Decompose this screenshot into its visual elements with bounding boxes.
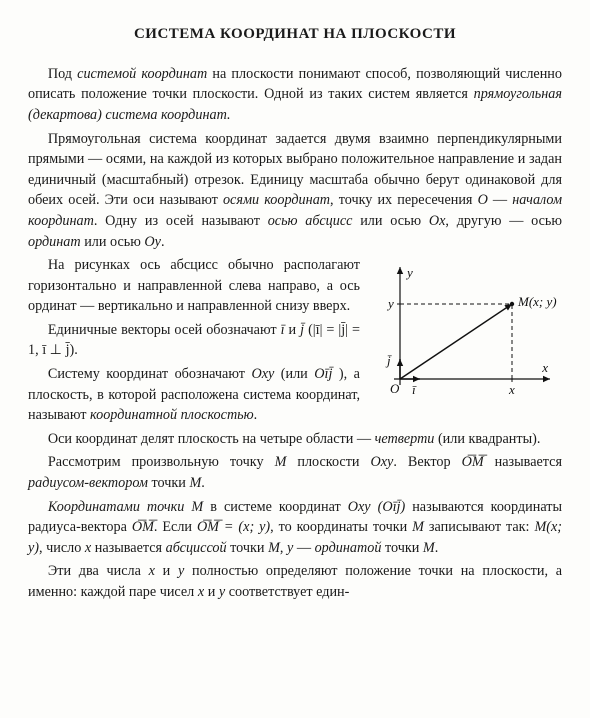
paragraph-1: Под системой координат на плоскости пони… bbox=[28, 64, 562, 126]
svg-text:x: x bbox=[541, 360, 548, 375]
text: плоскости bbox=[286, 454, 370, 470]
math: Oīj̄ bbox=[314, 366, 332, 382]
text: Систему координат обозначают bbox=[48, 366, 252, 382]
term: абсциссой bbox=[166, 540, 227, 556]
text: Оси координат делят плоскость на четыре … bbox=[48, 431, 375, 447]
text: . Вектор bbox=[393, 454, 461, 470]
text: в системе координат bbox=[203, 499, 348, 515]
term: системой координат bbox=[77, 66, 207, 82]
term: ординатой bbox=[315, 540, 382, 556]
text: Под bbox=[48, 66, 77, 82]
math: Oxy (Oīj̄) bbox=[348, 499, 405, 515]
term: осями координат bbox=[223, 192, 330, 208]
math: M bbox=[423, 540, 435, 556]
math: M bbox=[268, 540, 280, 556]
text: . bbox=[161, 234, 165, 250]
paragraph-9: Эти два числа x и y полностью определяют… bbox=[28, 561, 562, 602]
coordinate-figure: y x O M(x; y) x y ī j̄ bbox=[372, 259, 562, 414]
term: ординат bbox=[28, 234, 81, 250]
text: (или bbox=[274, 366, 314, 382]
text: или осью bbox=[352, 213, 428, 229]
svg-text:O: O bbox=[390, 381, 400, 396]
term: четверти bbox=[375, 431, 435, 447]
svg-text:y: y bbox=[386, 296, 394, 311]
text: и bbox=[204, 584, 219, 600]
svg-text:y: y bbox=[405, 265, 413, 280]
paragraph-2: Прямоугольная система координат задается… bbox=[28, 129, 562, 253]
text: , точку их пересечения bbox=[330, 192, 478, 208]
text: . bbox=[254, 407, 258, 423]
svg-text:ī: ī bbox=[412, 382, 417, 397]
text: Эти два числа bbox=[48, 563, 149, 579]
text: или осью bbox=[81, 234, 145, 250]
page-title: СИСТЕМА КООРДИНАТ НА ПЛОСКОСТИ bbox=[28, 24, 562, 46]
math: O͞M͞ bbox=[462, 454, 484, 470]
svg-text:j̄: j̄ bbox=[385, 353, 393, 368]
text: записывают так: bbox=[424, 519, 534, 535]
text: называется bbox=[91, 540, 165, 556]
svg-text:M(x; y): M(x; y) bbox=[517, 294, 557, 309]
math: O͞M͞ = (x; y) bbox=[197, 519, 270, 535]
paragraph-6: Оси координат делят плоскость на четыре … bbox=[28, 429, 562, 450]
term: Координатами точки M bbox=[48, 499, 203, 515]
figure-text-wrap: yxOM(x; y)xyīj̄ На рисунках ось абсцисс… bbox=[28, 255, 562, 429]
text: Рассмотрим произвольную точку bbox=[48, 454, 275, 470]
text: , то координаты точки bbox=[270, 519, 412, 535]
text: называется bbox=[484, 454, 562, 470]
math: Oxy bbox=[371, 454, 394, 470]
text: и bbox=[285, 322, 301, 338]
term: координатной плоскостью bbox=[90, 407, 254, 423]
text: точки bbox=[381, 540, 422, 556]
svg-text:x: x bbox=[508, 382, 515, 397]
text: . Если bbox=[154, 519, 197, 535]
text: , другую — осью bbox=[445, 213, 562, 229]
text: и bbox=[155, 563, 178, 579]
math: Ox bbox=[429, 213, 446, 229]
text: точки bbox=[227, 540, 268, 556]
math: M bbox=[189, 475, 201, 491]
term: осью абсцисс bbox=[268, 213, 353, 229]
paragraph-7: Рассмотрим произвольную точку M плоскост… bbox=[28, 452, 562, 493]
text: , bbox=[280, 540, 287, 556]
text: . bbox=[435, 540, 439, 556]
text: , число bbox=[39, 540, 85, 556]
math: O͞M͞ bbox=[132, 519, 154, 535]
text: — bbox=[293, 540, 314, 556]
math: O bbox=[478, 192, 488, 208]
math: Oy bbox=[144, 234, 161, 250]
term: радиусом-вектором bbox=[28, 475, 148, 491]
text: соответствует един- bbox=[225, 584, 349, 600]
text: точки bbox=[148, 475, 189, 491]
math: M bbox=[412, 519, 424, 535]
paragraph-8: Координатами точки M в системе координат… bbox=[28, 497, 562, 559]
text: Единичные векторы осей обозначают bbox=[48, 322, 281, 338]
coordinate-diagram: y x O M(x; y) x y ī j̄ bbox=[372, 259, 562, 414]
text: . bbox=[201, 475, 205, 491]
math: M bbox=[275, 454, 287, 470]
text: — bbox=[488, 192, 512, 208]
text: . Одну из осей называют bbox=[94, 213, 268, 229]
text: (или квадранты). bbox=[434, 431, 540, 447]
math: Oxy bbox=[251, 366, 274, 382]
